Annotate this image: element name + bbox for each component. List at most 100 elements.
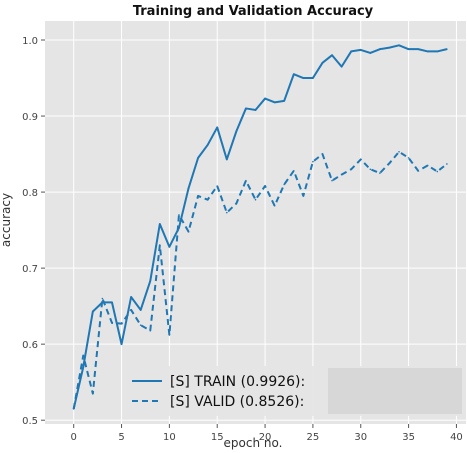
x-tick-label: 30	[354, 432, 367, 443]
x-tick-label: 40	[450, 432, 463, 443]
valid-point	[321, 153, 324, 155]
train-point	[331, 54, 333, 57]
valid-point	[159, 244, 161, 247]
train-line	[72, 44, 448, 410]
valid-point	[92, 392, 94, 395]
grid	[45, 21, 466, 424]
train-point	[426, 50, 429, 53]
valid-point	[82, 354, 85, 357]
train-point	[292, 73, 295, 76]
valid-point	[292, 169, 295, 172]
valid-point	[331, 179, 333, 182]
legend-train-label: [S] TRAIN (0.9926):	[170, 374, 305, 390]
valid-point	[178, 214, 180, 216]
x-tick-label: 25	[307, 432, 320, 443]
train-point	[168, 246, 171, 248]
train-point	[225, 158, 228, 161]
train-point	[436, 50, 439, 53]
valid-point	[446, 163, 448, 165]
train-point	[159, 223, 161, 225]
train-point	[235, 130, 238, 133]
y-tick-label: 0.9	[22, 112, 38, 123]
train-point	[82, 366, 85, 368]
valid-point	[264, 185, 266, 187]
valid-point	[139, 324, 142, 326]
train-point	[254, 109, 257, 111]
valid-point	[130, 309, 132, 311]
y-axis-ticks: 0.5 0.6 0.7 0.8 0.9 1.0	[22, 36, 45, 427]
x-tick-label: 20	[259, 432, 272, 443]
y-tick-label: 0.6	[22, 340, 38, 351]
y-tick-label: 1.0	[22, 36, 38, 47]
series-lines	[72, 44, 448, 410]
valid-point	[206, 198, 209, 201]
train-point	[350, 50, 352, 53]
plot-background	[45, 21, 466, 424]
train-point	[197, 157, 199, 159]
chart-title: Training and Validation Accuracy	[133, 4, 374, 19]
train-point	[312, 77, 314, 79]
train-point	[92, 310, 94, 313]
valid-point	[72, 407, 75, 410]
valid-point	[111, 322, 113, 324]
train-point	[407, 48, 410, 50]
valid-point	[388, 162, 391, 164]
train-point	[216, 126, 219, 129]
x-axis-ticks: 0 5 10 15 20 25 30 35 40	[71, 424, 463, 443]
valid-point	[350, 168, 352, 171]
y-axis-label: accuracy	[0, 193, 13, 247]
valid-point	[369, 168, 372, 171]
valid-point	[273, 204, 276, 207]
valid-point	[187, 230, 190, 233]
train-point	[340, 65, 343, 68]
valid-point	[436, 170, 439, 173]
valid-line	[72, 150, 448, 409]
valid-point	[359, 158, 362, 161]
train-point	[302, 77, 305, 79]
train-point	[359, 49, 362, 51]
valid-point	[235, 202, 238, 205]
valid-point	[254, 198, 257, 201]
train-point	[130, 296, 132, 298]
valid-point	[216, 185, 219, 187]
x-axis-label: epoch no.	[224, 436, 283, 450]
x-tick-label: 10	[163, 432, 176, 443]
x-tick-label: 5	[118, 432, 124, 443]
valid-point	[197, 195, 199, 197]
train-point	[321, 62, 324, 64]
y-tick-label: 0.8	[22, 188, 38, 199]
legend-valid-label: [S] VALID (0.8526):	[170, 394, 304, 410]
y-tick-label: 0.7	[22, 264, 38, 275]
y-tick-label: 0.5	[22, 416, 38, 427]
train-point	[379, 48, 381, 50]
train-point	[388, 46, 391, 49]
valid-point	[312, 160, 314, 163]
legend-redaction-box	[328, 368, 462, 414]
train-point	[139, 309, 142, 311]
x-tick-label: 35	[402, 432, 415, 443]
train-point	[245, 107, 247, 110]
valid-point	[340, 173, 343, 176]
train-point	[398, 44, 400, 47]
valid-point	[426, 164, 429, 167]
x-tick-label: 15	[211, 432, 224, 443]
valid-point	[245, 179, 247, 182]
train-point	[187, 187, 190, 190]
train-point	[369, 52, 372, 54]
valid-point	[417, 169, 419, 172]
train-point	[446, 48, 448, 50]
valid-point	[379, 172, 381, 174]
valid-point	[302, 195, 305, 197]
valid-point	[283, 183, 286, 186]
train-point	[149, 280, 152, 282]
train-point	[283, 100, 286, 102]
train-point	[264, 97, 266, 100]
train-point	[111, 301, 113, 304]
valid-point	[398, 150, 400, 153]
train-point	[206, 144, 209, 146]
valid-point	[168, 334, 171, 336]
train-point	[417, 48, 419, 50]
train-point	[120, 343, 123, 345]
train-point	[273, 101, 276, 104]
valid-point	[149, 329, 152, 332]
